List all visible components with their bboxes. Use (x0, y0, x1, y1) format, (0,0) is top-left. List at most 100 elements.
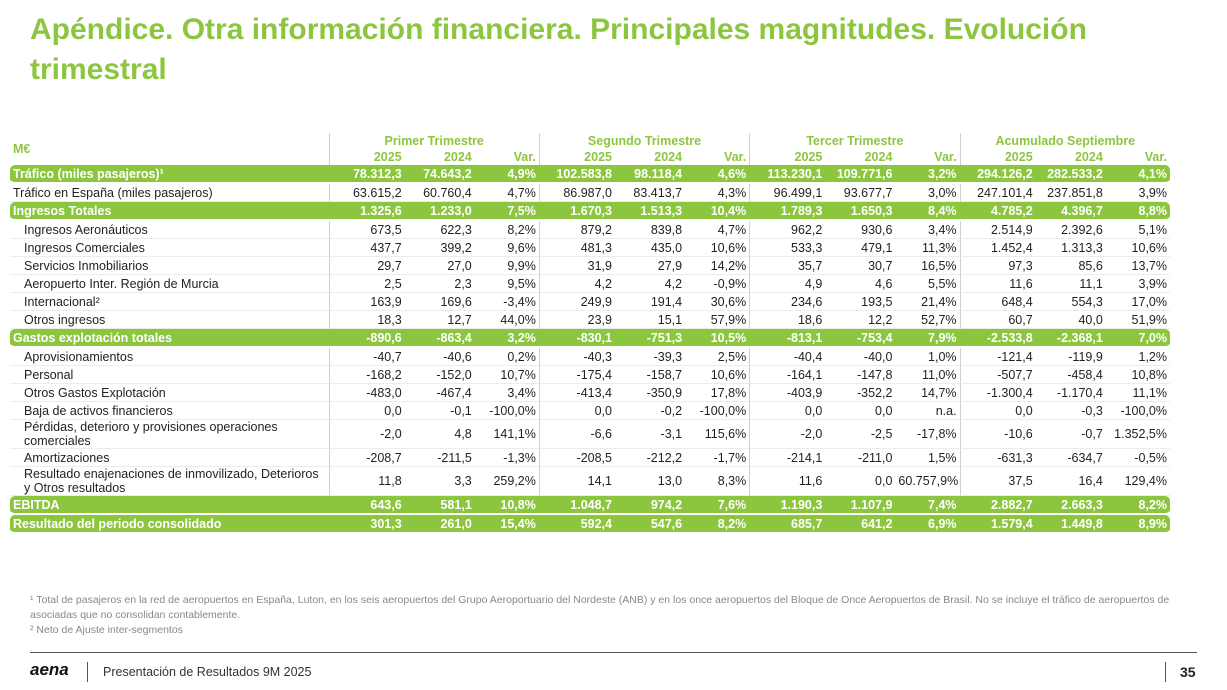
row-label: Aeropuerto Inter. Región de Murcia (10, 275, 329, 293)
cell: 1.107,9 (825, 496, 896, 515)
cell: 13,0 (614, 467, 686, 496)
cell: 2,3 (404, 275, 475, 293)
cell: -350,9 (614, 384, 686, 402)
cell: 57,9% (685, 311, 750, 329)
cell: 52,7% (895, 311, 960, 329)
cell: -0,7 (1035, 420, 1106, 449)
cell: -208,5 (538, 449, 615, 467)
cell: 11,1 (1035, 275, 1106, 293)
cell: 247.101,4 (959, 184, 1036, 202)
footer-separator (87, 662, 88, 682)
cell: 8,8% (1105, 202, 1170, 221)
cell: 10,6% (1105, 239, 1170, 257)
cell: 17,0% (1105, 293, 1170, 311)
cell: -0,1 (404, 402, 475, 420)
cell: -211,5 (404, 449, 475, 467)
cell: 592,4 (538, 515, 615, 534)
cell: 31,9 (538, 257, 615, 275)
cell: 129,4% (1105, 467, 1170, 496)
cell: 930,6 (825, 221, 896, 239)
cell: -458,4 (1035, 366, 1106, 384)
highlight-row: Ingresos Totales 1.325,6 1.233,0 7,5% 1.670,… (10, 202, 1170, 221)
cell: 1,5% (895, 449, 960, 467)
cell: 479,1 (825, 239, 896, 257)
cell: 5,5% (895, 275, 960, 293)
cell: 4,9% (474, 165, 539, 184)
group-header: Primer Trimestre (328, 133, 539, 149)
cell: 8,4% (895, 202, 960, 221)
cell: 1.190,3 (749, 496, 826, 515)
cell: -413,4 (538, 384, 615, 402)
cell: 14,1 (538, 467, 615, 496)
cell: -1,3% (474, 449, 539, 467)
cell: 4,2 (538, 275, 615, 293)
table-row: Amortizaciones -208,7 -211,5 -1,3% -208,5 -21… (10, 449, 1170, 467)
cell: 10,4% (685, 202, 750, 221)
column-header: 2025 (538, 149, 615, 165)
cell: -158,7 (614, 366, 686, 384)
cell: -2.368,1 (1035, 329, 1106, 348)
row-label: Tráfico (miles pasajeros)¹ (10, 165, 329, 184)
cell: 622,3 (404, 221, 475, 239)
cell: 8,2% (685, 515, 750, 534)
title: Apéndice. Otra información financiera. P… (30, 13, 1087, 86)
table-row: Otros Gastos Explotación -483,0 -467,4 3,4%… (10, 384, 1170, 402)
cell: -164,1 (749, 366, 826, 384)
cell: 193,5 (825, 293, 896, 311)
cell: 4.785,2 (959, 202, 1036, 221)
cell: -214,1 (749, 449, 826, 467)
cell: 249,9 (538, 293, 615, 311)
column-header: 2025 (749, 149, 825, 165)
cell: -1.300,4 (959, 384, 1036, 402)
cell: 27,0 (404, 257, 475, 275)
cell: -631,3 (959, 449, 1036, 467)
cell: 294.126,2 (959, 165, 1036, 184)
cell: 40,0 (1035, 311, 1106, 329)
cell: -211,0 (825, 449, 896, 467)
cell: 102.583,8 (538, 165, 615, 184)
row-label: Ingresos Comerciales (10, 239, 329, 257)
cell: 4,6 (825, 275, 896, 293)
cell: 234,6 (749, 293, 826, 311)
logo: aena (30, 660, 69, 679)
column-header: 2024 (864, 150, 893, 164)
cell: -0,5% (1105, 449, 1170, 467)
cell: 1.449,8 (1035, 515, 1106, 534)
cell: 2.392,6 (1035, 221, 1106, 239)
cell: -40,4 (749, 348, 826, 366)
cell: 3,2% (474, 329, 539, 348)
cell: 1.233,0 (404, 202, 475, 221)
cell: 1.513,3 (614, 202, 686, 221)
cell: 29,7 (328, 257, 405, 275)
cell: 17,8% (685, 384, 750, 402)
cell: 8,2% (474, 221, 539, 239)
cell: n.a. (895, 402, 960, 420)
cell: 259,2% (474, 467, 539, 496)
cell: 2.882,7 (959, 496, 1036, 515)
cell: 51,9% (1105, 311, 1170, 329)
cell: 2.514,9 (959, 221, 1036, 239)
cell: -212,2 (614, 449, 686, 467)
cell: -753,4 (825, 329, 896, 348)
cell: -890,6 (328, 329, 405, 348)
cell: 30,7 (825, 257, 896, 275)
cell: 191,4 (614, 293, 686, 311)
cell: -208,7 (328, 449, 405, 467)
cell: 2.663,3 (1035, 496, 1106, 515)
cell: 18,6 (749, 311, 826, 329)
header-row: M€ Primer Trimestre Segundo Trimestre Terce… (10, 133, 1170, 156)
cell: 78.312,3 (328, 165, 405, 184)
cell: 10,6% (685, 239, 750, 257)
cell: 481,3 (538, 239, 615, 257)
cell: 4,7% (474, 184, 539, 202)
cell: 1,2% (1105, 348, 1170, 366)
column-header: 2024 (654, 150, 683, 164)
row-label: Baja de activos financieros (10, 402, 329, 420)
cell: 10,6% (685, 366, 750, 384)
cell: -121,4 (959, 348, 1036, 366)
cell: 83.413,7 (614, 184, 686, 202)
table-row: Tráfico en España (miles pasajeros) 63.61… (10, 184, 1170, 202)
highlight-row: EBITDA 643,6 581,1 10,8% 1.048,7 974,2 7,6% 1.1… (10, 496, 1170, 515)
cell: 109.771,6 (825, 165, 896, 184)
